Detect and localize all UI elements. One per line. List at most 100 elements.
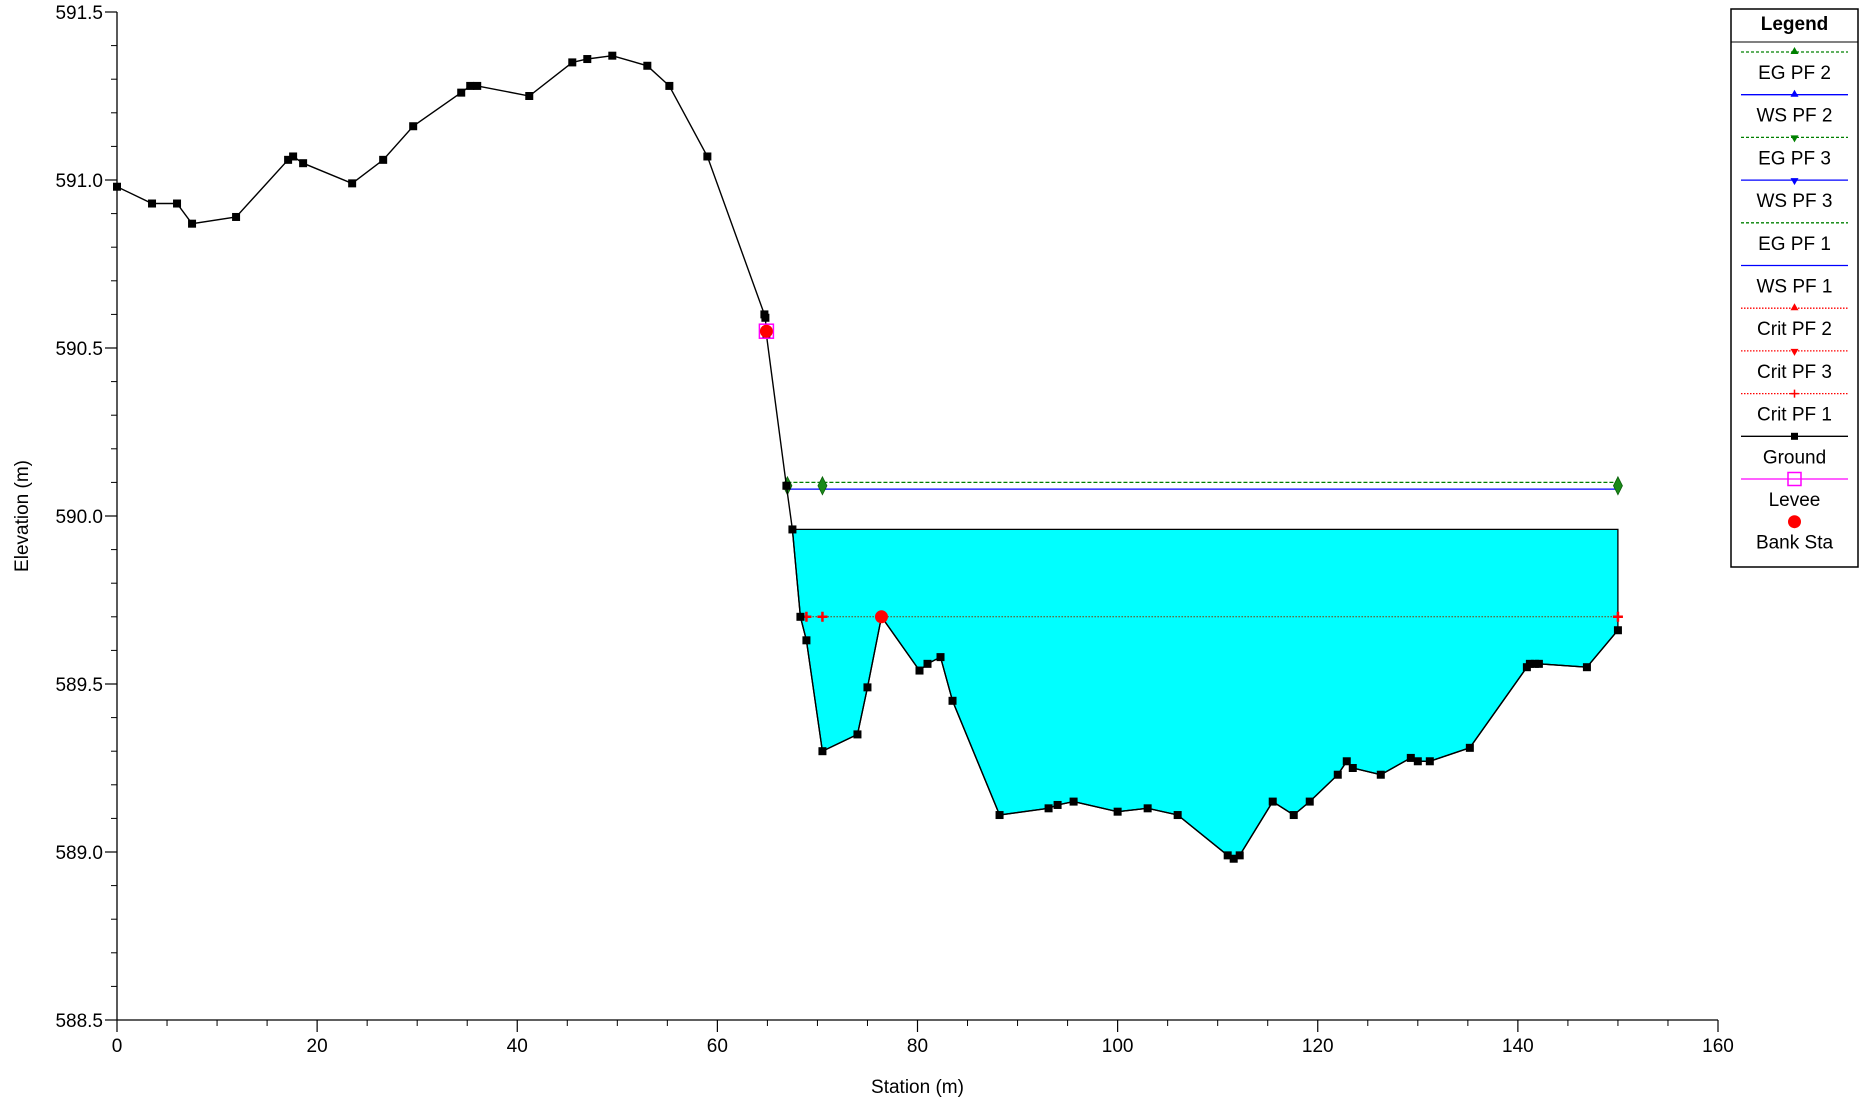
ground-point <box>1530 659 1539 668</box>
legend: Legend EG PF 2 WS PF 2 EG PF 3 WS PF 3 EG PF… <box>1730 8 1859 568</box>
ground-point <box>703 152 712 161</box>
x-tick-label: 40 <box>507 1036 528 1057</box>
ground-point <box>1053 800 1062 809</box>
x-tick-label: 80 <box>907 1036 928 1057</box>
y-tick-label: 590.0 <box>55 507 103 528</box>
ground-point <box>1333 770 1342 779</box>
bank-station-2 <box>874 610 888 624</box>
ground-point <box>796 612 805 621</box>
legend-label: Crit PF 1 <box>1757 405 1832 426</box>
x-axis-title: Station (m) <box>871 1077 964 1098</box>
y-tick-label: 588.5 <box>55 1011 103 1032</box>
ground-point <box>802 636 811 645</box>
ground-point <box>1229 854 1238 863</box>
ground-point <box>923 659 932 668</box>
x-tick-label: 60 <box>707 1036 728 1057</box>
legend-marker-4 <box>1790 178 1799 186</box>
ground-point <box>1613 626 1622 635</box>
ground-point <box>379 155 388 164</box>
bank-station-1 <box>759 324 773 338</box>
ground-point <box>1289 811 1298 820</box>
ground-point <box>568 58 577 67</box>
legend-label: Ground <box>1763 447 1826 468</box>
ground-point <box>853 730 862 739</box>
ground-point <box>1376 770 1385 779</box>
legend-label: Bank Sta <box>1756 533 1834 554</box>
legend-label: WS PF 1 <box>1756 277 1832 298</box>
ground-point <box>1465 743 1474 752</box>
ground-point <box>148 199 157 208</box>
ground-point <box>1044 804 1053 813</box>
legend-marker-9 <box>1790 389 1799 398</box>
legend-label: EG PF 3 <box>1758 148 1831 169</box>
ground-point <box>1113 807 1122 816</box>
ground-point <box>1406 753 1415 762</box>
ground-point <box>348 179 357 188</box>
ground-point <box>1413 757 1422 766</box>
ground-point <box>1342 757 1351 766</box>
ground-point <box>1235 851 1244 860</box>
y-tick-label: 591.0 <box>55 171 103 192</box>
ground-point <box>915 666 924 675</box>
ground-point <box>782 481 791 490</box>
ground-point <box>1348 764 1357 772</box>
legend-label: EG PF 2 <box>1758 63 1831 84</box>
ground-point <box>936 653 945 662</box>
ground-point <box>948 696 957 705</box>
y-axis-title: Elevation (m) <box>12 460 33 572</box>
ground-point <box>473 81 482 90</box>
plot-area <box>113 51 1623 863</box>
ground-point <box>1582 663 1591 672</box>
legend-box <box>1730 8 1859 568</box>
axes: Station (m) Elevation (m) 0 20 40 60 80 100 12… <box>12 3 1734 1098</box>
legend-marker-10 <box>1791 432 1798 440</box>
x-tick-label: 120 <box>1302 1036 1334 1057</box>
legend-label: EG PF 1 <box>1758 234 1831 255</box>
ground-point <box>1305 797 1314 806</box>
legend-marker-1 <box>1790 47 1799 54</box>
legend-label: Levee <box>1769 490 1821 511</box>
x-tick-label: 140 <box>1502 1036 1534 1057</box>
y-tick-label: 589.0 <box>55 843 103 864</box>
ground-point <box>995 811 1004 820</box>
ground-point <box>643 61 652 70</box>
ground-point <box>608 51 617 60</box>
x-tick-label: 160 <box>1702 1036 1734 1057</box>
ground-point <box>1173 811 1182 820</box>
ground-point <box>232 212 241 221</box>
legend-label: WS PF 2 <box>1756 106 1832 127</box>
ground-point <box>299 159 308 168</box>
y-tick-label: 590.5 <box>55 339 103 360</box>
legend-marker-11 <box>1787 471 1802 487</box>
crit-marker-4 <box>1612 611 1623 622</box>
x-tick-label: 100 <box>1102 1036 1134 1057</box>
ground-point <box>457 88 466 97</box>
ground-point <box>1143 804 1152 813</box>
ground-point <box>1069 797 1078 806</box>
legend-marker-2 <box>1790 89 1799 97</box>
ground-point <box>188 219 197 228</box>
ground-point <box>466 81 475 90</box>
ground-point <box>1425 757 1434 766</box>
ground-point <box>761 313 770 322</box>
legend-marker-7 <box>1790 303 1799 311</box>
levee-marker-1 <box>758 323 775 339</box>
ground-point <box>583 55 592 64</box>
eg-marker-3 <box>1612 475 1623 496</box>
legend-marker-12 <box>1788 515 1801 529</box>
crit-marker-2 <box>817 611 828 622</box>
ground-point <box>665 81 674 90</box>
ground-point <box>284 155 293 164</box>
ground-point <box>863 683 872 692</box>
y-tick-label: 589.5 <box>55 675 103 696</box>
legend-marker-8 <box>1790 348 1799 356</box>
legend-label: Crit PF 3 <box>1757 362 1832 383</box>
ground-point <box>1525 659 1534 668</box>
ground-point <box>1268 797 1277 806</box>
ground-point <box>289 152 298 161</box>
legend-marker-3 <box>1790 135 1799 143</box>
ground-point <box>173 199 182 208</box>
ground-point <box>788 525 797 534</box>
legend-label: Crit PF 2 <box>1757 319 1832 340</box>
